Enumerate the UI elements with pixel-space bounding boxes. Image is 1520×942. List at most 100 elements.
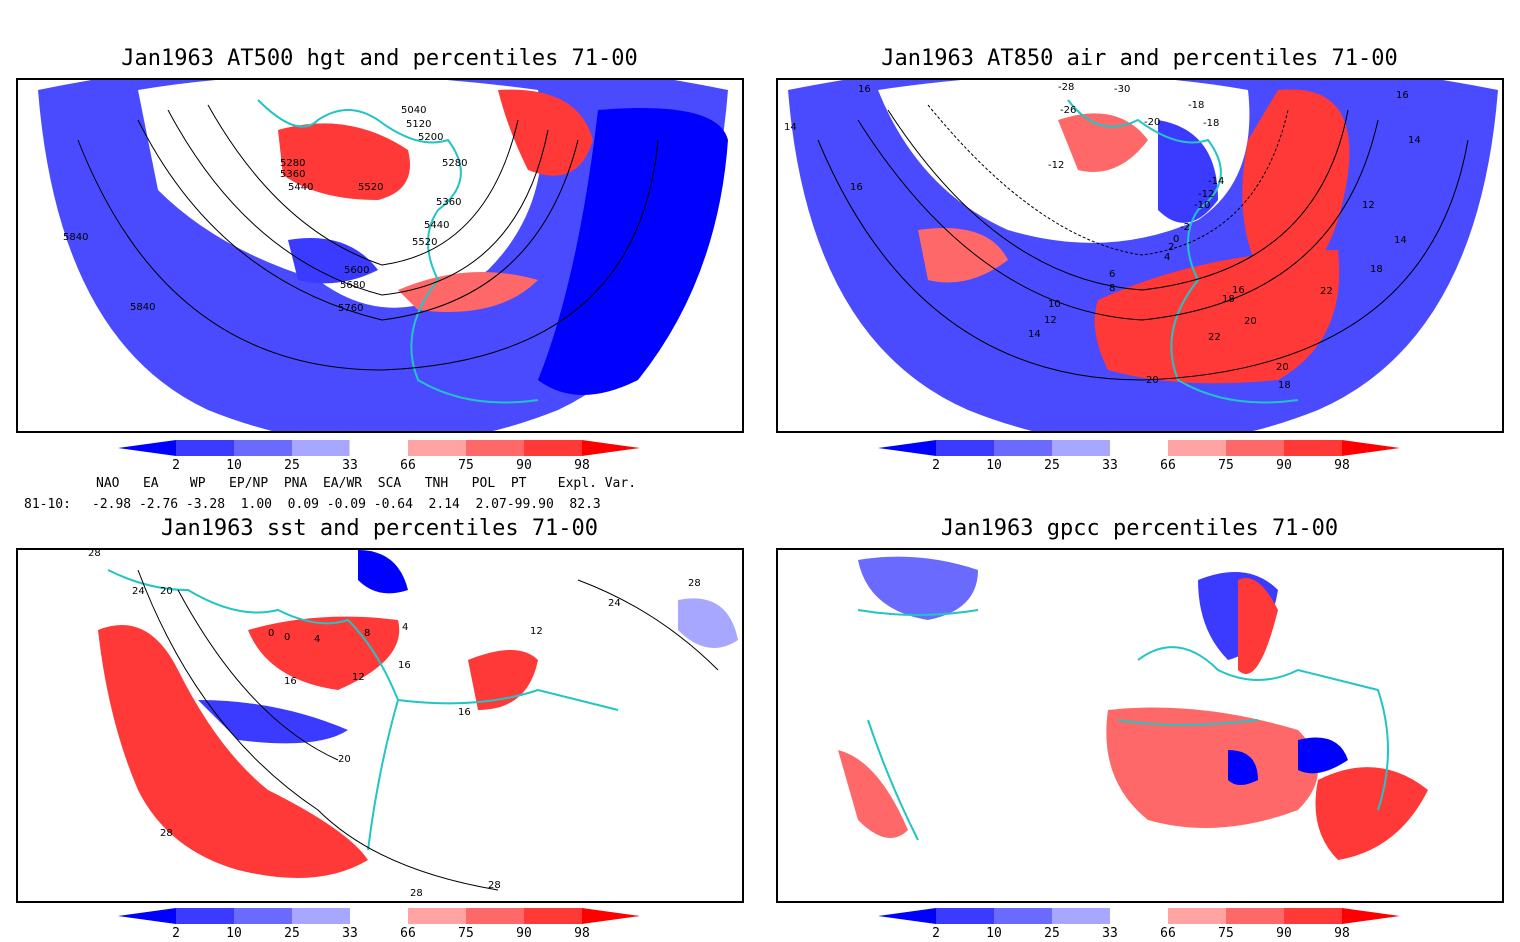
temp-contour — [887, 109, 1349, 291]
contour-label: 14 — [1394, 235, 1407, 246]
contour-label: 16 — [1232, 285, 1245, 296]
colorbar-label: 90 — [1276, 926, 1292, 941]
anomaly-field — [288, 238, 378, 284]
anomaly-field — [1158, 120, 1218, 223]
panel-title-hgt500: Jan1963 AT500 hgt and percentiles 71-00 — [121, 46, 638, 71]
contour-label: 5280 — [442, 158, 467, 169]
colorbar-gpcc: 2 10 25 33 66 75 90 98 — [878, 908, 1403, 942]
colorbar-label: 98 — [1334, 926, 1350, 941]
colorbar-label: 33 — [342, 458, 358, 473]
colorbar-label: 2 — [932, 458, 940, 473]
panel-title-sst: Jan1963 sst and percentiles 71-00 — [160, 516, 599, 541]
colorbar-label: 33 — [342, 926, 358, 941]
colorbar-label: 75 — [458, 926, 474, 941]
colorbar-swatches — [118, 908, 640, 924]
contour-label: -12 — [1198, 189, 1214, 200]
anomaly-field — [858, 556, 978, 620]
temp-contour — [817, 139, 1469, 381]
contour-label: -14 — [1208, 176, 1224, 187]
anomaly-field — [468, 650, 538, 710]
contour-label: 5520 — [358, 182, 383, 193]
colorbar-label: 10 — [986, 458, 1002, 473]
contour-label: -20 — [1144, 117, 1160, 128]
contour-label: -26 — [1060, 105, 1076, 116]
anomaly-field — [538, 108, 728, 395]
contour-label: -12 — [1048, 160, 1064, 171]
contour-label: 5440 — [424, 220, 449, 231]
map-sst-canvas: 28 24 20 0 0 4 8 4 12 16 16 20 28 28 28 … — [88, 550, 738, 899]
contour-label: 24 — [132, 586, 145, 597]
contour-label: 5200 — [418, 132, 443, 143]
contour-label: 12 — [1044, 315, 1057, 326]
contour-label: 5520 — [412, 237, 437, 248]
contour-label: 24 — [608, 598, 621, 609]
indices-row-values: -2.98 -2.76 -3.28 1.00 0.09 -0.09 -0.64 … — [92, 497, 601, 512]
contour-label: 2 — [1168, 242, 1174, 253]
anomaly-field — [838, 750, 908, 838]
indices-header: NAO EA WP EP/NP PNA EA/WR SCA TNH POL PT… — [96, 476, 637, 491]
height-contour — [137, 119, 579, 321]
colorbar-label: 25 — [1044, 926, 1060, 941]
contour-label: 6 — [1109, 269, 1115, 280]
sst-contour — [177, 589, 339, 761]
contour-label: 5360 — [436, 197, 461, 208]
anomaly-field — [1315, 767, 1428, 860]
anomaly-field — [1228, 750, 1258, 785]
contour-label: 22 — [1208, 332, 1221, 343]
anomaly-field — [278, 123, 410, 200]
anomaly-field — [1058, 113, 1148, 172]
map-air850-canvas: -28 -30 -26 -20 -18 -18 -12 -14 -12 -10 … — [784, 80, 1498, 431]
colorbar-label: 10 — [226, 458, 242, 473]
contour-label: -28 — [1058, 82, 1074, 93]
contour-label: -30 — [1114, 84, 1130, 95]
coastline — [257, 99, 539, 404]
height-contour — [167, 109, 549, 296]
contour-label: 5680 — [340, 280, 365, 291]
colorbar-label: 98 — [574, 926, 590, 941]
contour-label: 16 — [398, 660, 411, 671]
colorbar-label: 75 — [458, 458, 474, 473]
anomaly-field — [1238, 578, 1278, 674]
contour-label: 16 — [1396, 90, 1409, 101]
contour-label: 12 — [352, 672, 365, 683]
contour-label: 5760 — [338, 303, 363, 314]
contour-label: 28 — [160, 828, 173, 839]
colorbar-label: 66 — [1160, 926, 1176, 941]
contour-label: 22 — [1320, 286, 1333, 297]
contour-label: 4 — [1164, 252, 1170, 263]
colorbar-sst: 2 10 25 33 66 75 90 98 — [118, 908, 643, 942]
colorbar-label: 25 — [284, 458, 300, 473]
contour-label: 5440 — [288, 182, 313, 193]
contour-label: 8 — [364, 628, 370, 639]
contour-label: 4 — [314, 634, 320, 645]
colorbar-label: 66 — [1160, 458, 1176, 473]
contour-label: 5040 — [401, 105, 426, 116]
contour-label: 0 — [268, 628, 274, 639]
anomaly-field — [1094, 250, 1340, 384]
anomaly-field — [678, 598, 738, 648]
anomaly-field — [918, 228, 1008, 283]
sst-contour — [137, 569, 499, 891]
height-contour — [207, 104, 519, 266]
map-sst: 28 24 20 0 0 4 8 4 12 16 16 20 28 28 28 … — [16, 548, 744, 903]
contour-label: 14 — [1028, 329, 1041, 340]
indices-row-label: 81-10: — [24, 497, 71, 512]
colorbar-label: 98 — [1334, 458, 1350, 473]
anomaly-field — [878, 80, 1250, 243]
temp-contour — [857, 119, 1379, 321]
sst-contour — [577, 579, 719, 671]
temp-contour — [927, 104, 1289, 256]
colorbar-label: 75 — [1218, 926, 1234, 941]
map-hgt500-canvas: 5040 5120 5200 5280 5280 5360 5440 5520 … — [38, 80, 728, 431]
contour-label: 5600 — [344, 265, 369, 276]
contour-label: 18 — [1278, 380, 1291, 391]
anomaly-field — [1242, 89, 1350, 300]
coastline — [107, 569, 619, 851]
contour-label: 4 — [402, 622, 408, 633]
colorbar-label: 33 — [1102, 458, 1118, 473]
colorbar-label: 2 — [932, 926, 940, 941]
colorbar-label: 2 — [172, 926, 180, 941]
coastline — [857, 609, 1389, 841]
colorbar-label: 10 — [986, 926, 1002, 941]
anomaly-field — [358, 550, 408, 594]
